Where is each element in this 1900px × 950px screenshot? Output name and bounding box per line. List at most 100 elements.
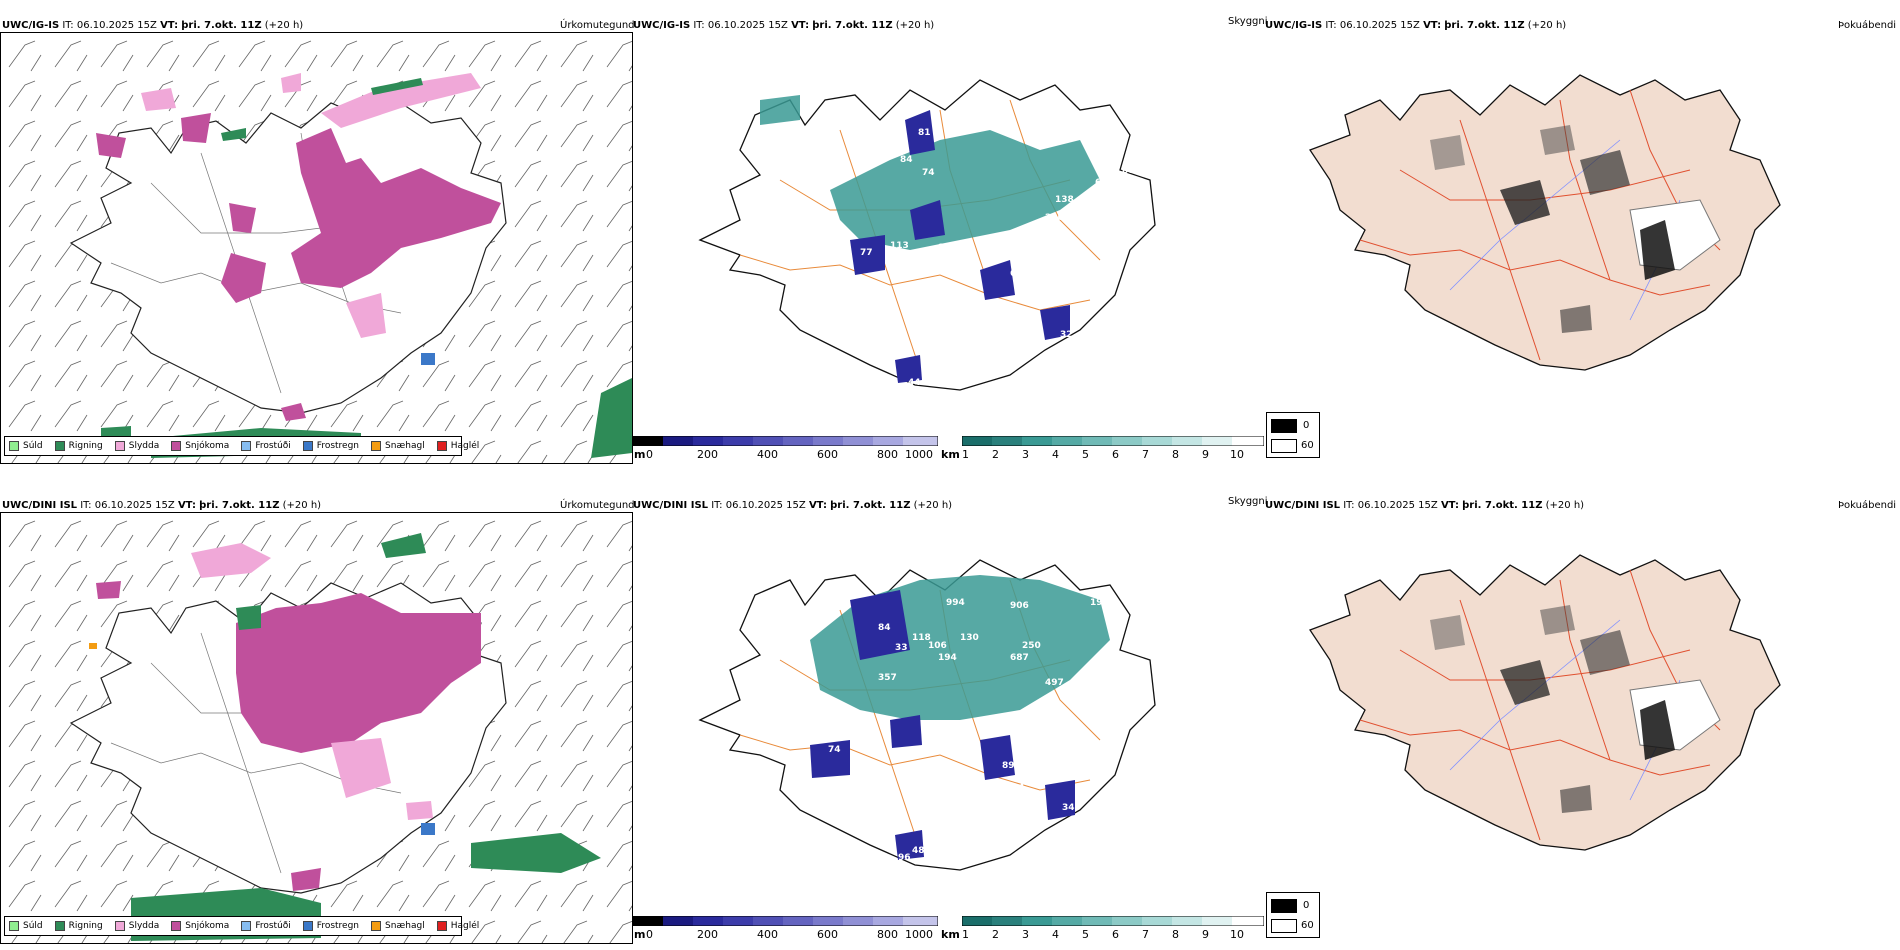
cloud-title-1: Skyggni xyxy=(1228,16,1268,27)
scale-tick: 600 xyxy=(817,448,838,461)
sleet-areas xyxy=(141,73,481,338)
cloud-label: 85 xyxy=(938,243,951,253)
cloud-label: 12 xyxy=(1008,308,1021,318)
cloud-label: 77 xyxy=(860,248,873,258)
scale-tick: 0 xyxy=(646,928,653,941)
fog-legend-high: 60 xyxy=(1301,440,1314,451)
fog-map-2[interactable] xyxy=(1300,520,1860,900)
cloud-label: 84 xyxy=(900,155,913,165)
legend-item: Snæhagl xyxy=(371,441,425,451)
cloud-label: 130 xyxy=(960,633,979,643)
fog-legend-1: 0 60 xyxy=(1266,412,1320,458)
swatch-frostregn xyxy=(302,441,313,451)
fog-title-1: Þokuábendi xyxy=(1838,20,1897,31)
cloud-label: 303 xyxy=(1085,128,1104,138)
legend-item: Slydda xyxy=(114,441,159,451)
fog-legend-low: 0 xyxy=(1303,900,1310,911)
elevation-scale-2 xyxy=(633,916,938,926)
fog-swatch-low xyxy=(1271,899,1297,913)
cloud-map-2[interactable]: 994 906 195 84 118 130 106 194 33 687 25… xyxy=(660,520,1260,900)
scale-tick: 200 xyxy=(697,928,718,941)
swatch-haglel xyxy=(436,921,447,931)
cloud-label: 194 xyxy=(938,653,957,663)
visibility-scale-2 xyxy=(962,916,1264,926)
scale-tick: 5 xyxy=(1082,448,1089,461)
precip-map-1[interactable] xyxy=(0,32,633,464)
swatch-frostudi xyxy=(241,921,252,931)
fog-swatch-low xyxy=(1271,419,1297,433)
scale-tick: 400 xyxy=(757,448,778,461)
cloud-label: 74 xyxy=(922,168,935,178)
cloud-label: 106 xyxy=(910,103,929,113)
legend-item: Haglél xyxy=(436,921,479,931)
cloud-label: 48 xyxy=(912,846,925,856)
cloud-header-1: UWC/IG-IS IT: 06.10.2025 15Z VT: þri. 7.… xyxy=(633,20,935,31)
cloud-label: 195 xyxy=(1090,598,1109,608)
legend-item: Rigning xyxy=(54,441,103,451)
swatch-sudd xyxy=(9,441,19,451)
cloud-label: 520 xyxy=(1025,233,1044,243)
cloud-label: 96 xyxy=(898,853,911,863)
fog-legend-low: 0 xyxy=(1303,420,1310,431)
cloud-label: 106 xyxy=(928,641,947,651)
visibility-scale-1 xyxy=(962,436,1264,446)
scale-tick: 200 xyxy=(697,448,718,461)
cloud-label: 81 xyxy=(918,128,931,138)
scale-tick: 3 xyxy=(1022,928,1029,941)
fog-title-2: Þokuábendi xyxy=(1838,500,1897,511)
elevation-colorbar xyxy=(633,916,938,926)
scale-tick: 2 xyxy=(992,448,999,461)
legend-item: Frostúði xyxy=(241,441,291,451)
legend-item: Snjókoma xyxy=(171,441,229,451)
scale-tick: 800 xyxy=(877,928,898,941)
swatch-snaehagl xyxy=(371,921,382,931)
scale-tick: 0 xyxy=(646,448,653,461)
scale-tick: 7 xyxy=(1142,928,1149,941)
fog-map-svg-1 xyxy=(1309,74,1781,371)
scale-tick: 10 xyxy=(1230,448,1244,461)
legend-item: Rigning xyxy=(54,921,103,931)
cloud-label: 100 xyxy=(932,725,951,735)
scale-tick: 3 xyxy=(1022,448,1029,461)
cloud-header-2: UWC/DINI ISL IT: 06.10.2025 15Z VT: þri.… xyxy=(633,500,953,511)
cloud-label: 74 xyxy=(828,745,841,755)
cloud-labels: 994 906 195 84 118 130 106 194 33 687 25… xyxy=(828,598,1109,863)
fog-header-1: UWC/IG-IS IT: 06.10.2025 15Z VT: þri. 7.… xyxy=(1265,20,1567,31)
sleet-areas xyxy=(191,543,433,820)
precip-map-svg-2 xyxy=(1,513,632,943)
iceland-outline xyxy=(1309,554,1781,851)
cloud-label: 73 xyxy=(990,255,1003,265)
legend-item: Súld xyxy=(9,921,43,931)
cloud-label: 76 xyxy=(892,385,905,395)
scale-tick: 8 xyxy=(1172,448,1179,461)
cloud-label: 200 xyxy=(768,83,787,93)
cloud-label: 118 xyxy=(912,633,931,643)
cloud-label: 65 xyxy=(1010,269,1023,279)
cloud-map-1[interactable]: 200 84 106 95 81 84 74 303 885 682 138 2… xyxy=(660,40,1260,420)
swatch-rigning xyxy=(54,921,65,931)
cloud-label: 89 xyxy=(1002,761,1015,771)
precip-legend-1: Súld Rigning Slydda Snjókoma Frostúði Fr… xyxy=(4,436,479,456)
swatch-frostregn xyxy=(302,921,313,931)
scale-tick: 1 xyxy=(962,928,969,941)
scale-tick: 8 xyxy=(1172,928,1179,941)
scale-unit-km: km xyxy=(941,928,960,941)
cloud-title-2: Skyggni xyxy=(1228,496,1268,507)
cloud-label: 34 xyxy=(1062,803,1075,813)
fog-swatch-high xyxy=(1271,919,1297,933)
fog-map-1[interactable] xyxy=(1300,40,1860,420)
scale-tick: 9 xyxy=(1202,928,1209,941)
swatch-haglel xyxy=(436,441,447,451)
cloud-label: 33 xyxy=(895,643,908,653)
fog-map-svg-2 xyxy=(1309,554,1781,851)
swatch-slydda xyxy=(114,921,125,931)
cloud-label: 32 xyxy=(1060,330,1073,340)
legend-item: Frostregn xyxy=(302,921,359,931)
cloud-label: 682 xyxy=(1095,178,1114,188)
cloud-label: 250 xyxy=(1022,641,1041,651)
precip-map-2[interactable] xyxy=(0,512,633,944)
legend-item: Frostúði xyxy=(241,921,291,931)
legend-item: Súld xyxy=(9,441,43,451)
scale-tick: 6 xyxy=(1112,928,1119,941)
scale-tick: 10 xyxy=(1230,928,1244,941)
